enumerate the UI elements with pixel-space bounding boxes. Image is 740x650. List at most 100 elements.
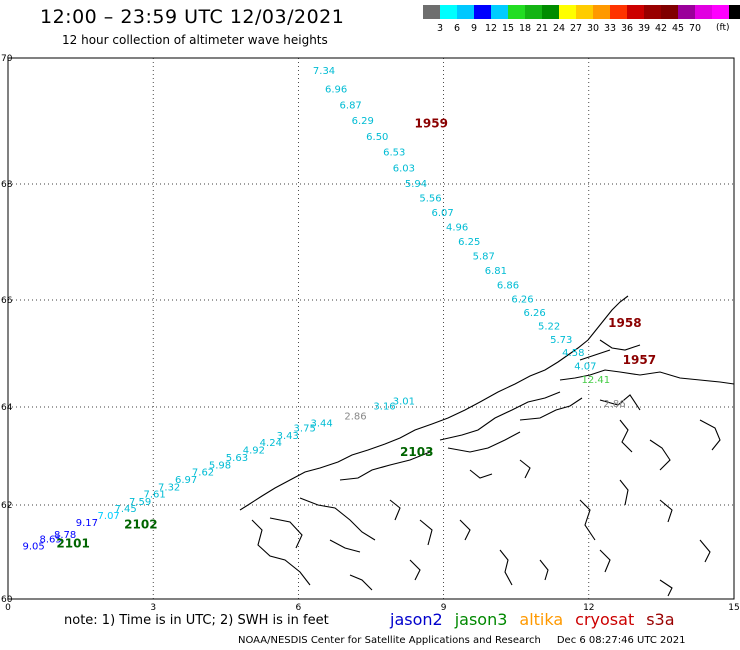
swh-value-label: 6.25	[458, 237, 480, 248]
x-tick-label: 6	[296, 603, 302, 613]
swh-value-label: 6.07	[432, 208, 454, 219]
swh-value-label: 7.45	[114, 504, 136, 515]
legend-swatch	[593, 5, 610, 19]
swh-value-label: 6.29	[352, 116, 374, 127]
swh-value-label: 9.05	[23, 542, 45, 553]
swh-value-label: 12.41	[582, 375, 611, 386]
swh-value-label: 7.07	[98, 511, 120, 522]
legend-swatch	[610, 5, 627, 19]
legend-tick-label: 36	[620, 23, 634, 34]
swh-value-label: 5.94	[405, 179, 427, 190]
swh-value-label: 7.62	[192, 468, 214, 479]
footer-note: note: 1) Time is in UTC; 2) SWH is in fe…	[64, 613, 329, 628]
swh-value-label: 5.98	[209, 460, 231, 471]
swh-value-label: 6.26	[523, 308, 545, 319]
swh-value-label: 4.96	[446, 222, 468, 233]
pass-time-labels: 1959 1958 1957 2102 2101 2103	[56, 116, 656, 550]
y-tick-label: 70	[1, 54, 13, 64]
legend-swatch	[627, 5, 644, 19]
legend-swatch	[559, 5, 576, 19]
swh-value-label: 4.24	[260, 438, 282, 449]
legend-tick-label: 27	[569, 23, 583, 34]
satellite-altika-label: altika	[519, 610, 564, 629]
coastline	[239, 295, 735, 597]
legend-tick-label: 18	[518, 23, 532, 34]
swh-value-label: 6.81	[485, 266, 507, 277]
legend-tick-label: 70	[688, 23, 702, 34]
swh-value-label: 5.63	[226, 453, 248, 464]
swh-value-label: 4.58	[562, 348, 584, 359]
x-tick-label: 9	[441, 603, 447, 613]
swh-value-label: 4.92	[243, 446, 265, 457]
swh-value-label: 6.53	[383, 148, 405, 159]
legend-tick-label: 12	[484, 23, 498, 34]
satellite-cryosat-label: cryosat	[575, 610, 635, 629]
legend-tick-label: 39	[637, 23, 651, 34]
swh-value-label: 7.61	[144, 490, 166, 501]
legend-tick-label: 6	[453, 23, 461, 34]
swh-value-label: 6.50	[366, 132, 388, 143]
x-tick-label: 3	[150, 603, 156, 613]
legend-swatch	[644, 5, 661, 19]
swh-value-label: 6.86	[497, 280, 519, 291]
swh-labels: 7.34 6.96 6.87 6.29 6.50 6.53 6.03 5.94 5.56 6.07…	[23, 66, 626, 553]
footer-credit: NOAA/NESDIS Center for Satellite Applica…	[238, 635, 685, 646]
swh-value-label: 5.73	[550, 335, 572, 346]
page-subtitle: 12 hour collection of altimeter wave hei…	[62, 33, 328, 47]
legend-tick-label: 3	[436, 23, 444, 34]
swh-value-label: 3.75	[294, 424, 316, 435]
legend-tick-label: 45	[671, 23, 685, 34]
legend-swatch	[423, 5, 440, 19]
x-tick-label: 15	[728, 603, 739, 613]
generated-timestamp: Dec 6 08:27:46 UTC 2021	[556, 635, 686, 646]
swh-value-label: 6.26	[511, 295, 533, 306]
legend-swatch	[457, 5, 474, 19]
legend-tick-label: 9	[470, 23, 478, 34]
pass-time-label: 1959	[415, 116, 448, 130]
legend-tick-label: 42	[654, 23, 668, 34]
legend-tick-label: 30	[586, 23, 600, 34]
legend-swatch	[491, 5, 508, 19]
map-frame	[7, 57, 735, 600]
swh-value-label: 2.86	[344, 411, 366, 422]
pass-time-label: 1958	[608, 316, 641, 330]
y-tick-label: 66	[1, 296, 13, 306]
legend-swatch	[576, 5, 593, 19]
swh-value-label: 9.17	[76, 518, 98, 529]
swh-value-label: 3.44	[311, 419, 333, 430]
legend-swatch	[712, 5, 729, 19]
swh-value-label: 7.34	[313, 66, 335, 77]
y-tick-label: 68	[1, 180, 13, 190]
legend-swatch	[508, 5, 525, 19]
legend-swatch	[542, 5, 559, 19]
y-tick-label: 60	[1, 595, 13, 605]
satellite-jason2-label: jason2	[390, 610, 443, 629]
pass-time-label: 2103	[400, 445, 433, 459]
swh-value-label: 2.86	[603, 399, 625, 410]
legend-swatch	[661, 5, 678, 19]
legend-unit: (ft)	[716, 23, 730, 33]
swh-value-label: 8.65	[39, 535, 61, 546]
swh-value-label: 3.01	[393, 396, 415, 407]
legend-tick-label: 21	[535, 23, 549, 34]
legend-tick-label: 24	[552, 23, 566, 34]
satellite-legend: jason2 jason3 altika cryosat s3a	[390, 610, 687, 629]
swh-value-label: 3.43	[277, 431, 299, 442]
credit-text: NOAA/NESDIS Center for Satellite Applica…	[238, 635, 541, 646]
legend-swatch	[695, 5, 712, 19]
legend-swatch	[678, 5, 695, 19]
pass-time-label: 1957	[623, 353, 656, 367]
grid-lines: 0 3 6 9 12 15 60 62 64 66 68 70	[1, 54, 740, 613]
swh-value-label: 4.07	[574, 362, 596, 373]
y-tick-label: 64	[1, 403, 13, 413]
pass-time-label: 2101	[56, 536, 89, 550]
legend-swatch	[440, 5, 457, 19]
legend-swatch	[525, 5, 542, 19]
swh-value-label: 5.56	[419, 193, 441, 204]
legend-swatch	[729, 5, 740, 19]
pass-time-label: 2102	[124, 518, 157, 532]
swh-value-label: 5.87	[473, 251, 495, 262]
swh-value-label: 8.78	[54, 530, 76, 541]
x-tick-label: 0	[5, 603, 11, 613]
